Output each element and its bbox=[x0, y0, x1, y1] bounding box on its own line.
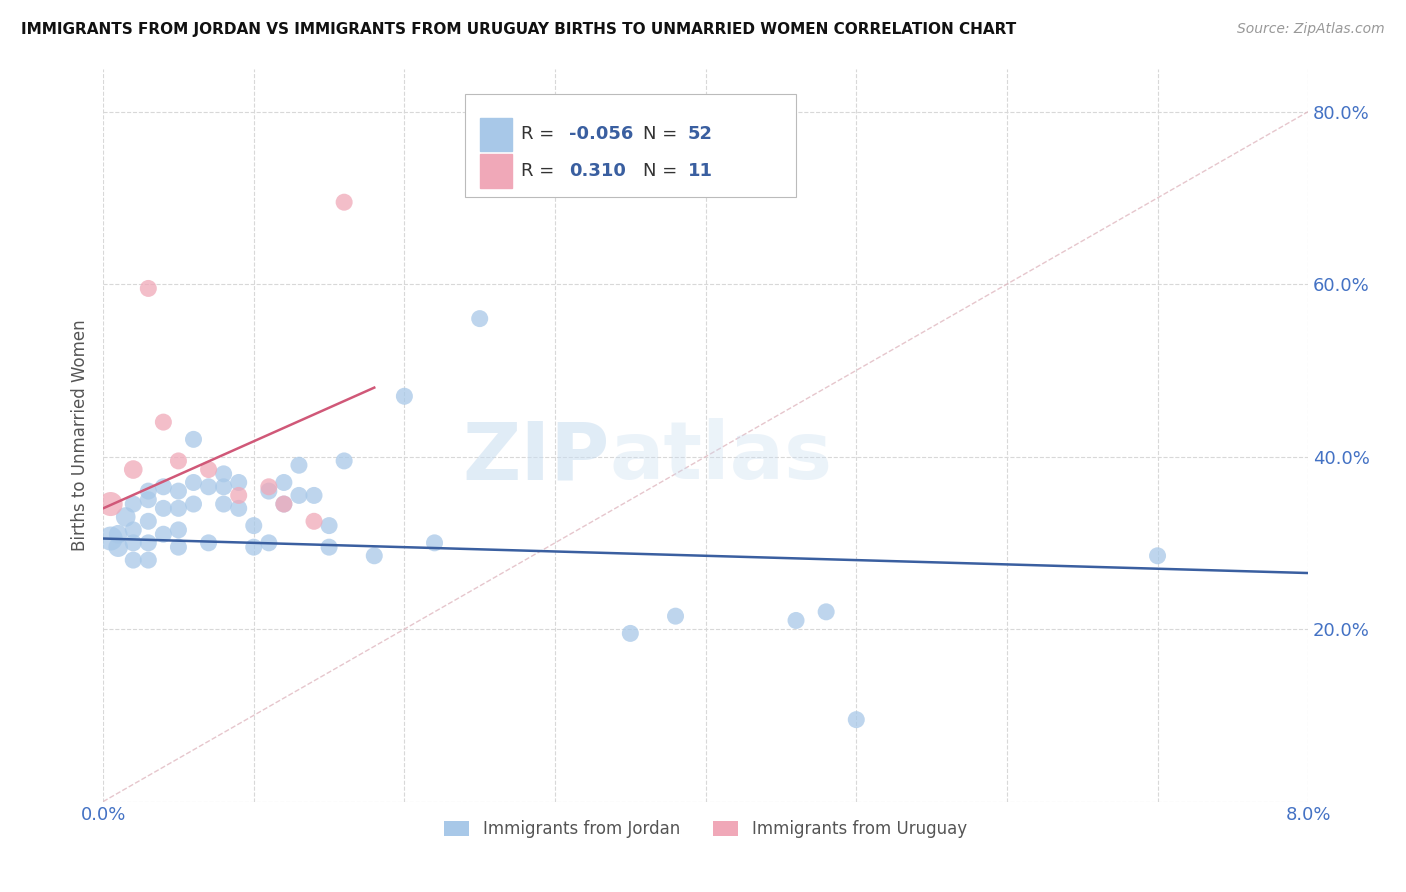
Point bbox=[212, 497, 235, 511]
Point bbox=[228, 501, 250, 516]
Point bbox=[183, 433, 205, 447]
Point bbox=[122, 523, 145, 537]
Point bbox=[212, 480, 235, 494]
Point bbox=[1146, 549, 1168, 563]
Point bbox=[114, 510, 136, 524]
Point bbox=[122, 497, 145, 511]
Point bbox=[815, 605, 838, 619]
Point bbox=[664, 609, 686, 624]
FancyBboxPatch shape bbox=[481, 154, 512, 188]
Point bbox=[257, 536, 280, 550]
Point bbox=[333, 454, 356, 468]
Point bbox=[100, 532, 122, 546]
Point bbox=[197, 536, 219, 550]
Point bbox=[136, 514, 159, 528]
Text: IMMIGRANTS FROM JORDAN VS IMMIGRANTS FROM URUGUAY BIRTHS TO UNMARRIED WOMEN CORR: IMMIGRANTS FROM JORDAN VS IMMIGRANTS FRO… bbox=[21, 22, 1017, 37]
Point bbox=[167, 454, 190, 468]
Point bbox=[257, 480, 280, 494]
Point bbox=[212, 467, 235, 481]
Point bbox=[228, 488, 250, 502]
Point bbox=[136, 492, 159, 507]
Point bbox=[318, 540, 340, 554]
Point bbox=[100, 497, 122, 511]
Point bbox=[468, 311, 491, 326]
Text: -0.056: -0.056 bbox=[569, 126, 634, 144]
Point bbox=[242, 540, 264, 554]
Text: R =: R = bbox=[522, 162, 567, 180]
Point bbox=[273, 475, 295, 490]
Y-axis label: Births to Unmarried Women: Births to Unmarried Women bbox=[72, 319, 89, 551]
Point bbox=[152, 501, 174, 516]
Point bbox=[302, 514, 325, 528]
Point bbox=[228, 475, 250, 490]
Point bbox=[197, 480, 219, 494]
FancyBboxPatch shape bbox=[464, 95, 796, 197]
Point bbox=[183, 497, 205, 511]
Point bbox=[152, 527, 174, 541]
Point bbox=[273, 497, 295, 511]
Legend: Immigrants from Jordan, Immigrants from Uruguay: Immigrants from Jordan, Immigrants from … bbox=[437, 814, 973, 845]
Point bbox=[394, 389, 416, 403]
Point bbox=[288, 488, 311, 502]
Text: R =: R = bbox=[522, 126, 560, 144]
Point bbox=[363, 549, 385, 563]
Text: N =: N = bbox=[643, 162, 683, 180]
Point bbox=[167, 501, 190, 516]
Point bbox=[122, 536, 145, 550]
Point bbox=[122, 553, 145, 567]
Point bbox=[845, 713, 868, 727]
Point bbox=[333, 195, 356, 210]
Text: atlas: atlas bbox=[609, 418, 832, 496]
Point bbox=[136, 553, 159, 567]
Point bbox=[152, 480, 174, 494]
Point bbox=[242, 518, 264, 533]
Text: 0.310: 0.310 bbox=[569, 162, 626, 180]
Point bbox=[167, 540, 190, 554]
Text: N =: N = bbox=[643, 126, 683, 144]
FancyBboxPatch shape bbox=[481, 118, 512, 152]
Text: 11: 11 bbox=[688, 162, 713, 180]
Point bbox=[197, 462, 219, 476]
Point bbox=[288, 458, 311, 473]
Point bbox=[318, 518, 340, 533]
Point bbox=[107, 527, 129, 541]
Text: Source: ZipAtlas.com: Source: ZipAtlas.com bbox=[1237, 22, 1385, 37]
Point bbox=[167, 523, 190, 537]
Point bbox=[167, 484, 190, 499]
Point bbox=[302, 488, 325, 502]
Point bbox=[136, 484, 159, 499]
Point bbox=[423, 536, 446, 550]
Point bbox=[122, 462, 145, 476]
Text: 52: 52 bbox=[688, 126, 713, 144]
Text: ZIP: ZIP bbox=[463, 418, 609, 496]
Point bbox=[107, 540, 129, 554]
Point bbox=[273, 497, 295, 511]
Point bbox=[152, 415, 174, 429]
Point bbox=[257, 484, 280, 499]
Point bbox=[785, 614, 807, 628]
Point bbox=[136, 536, 159, 550]
Point bbox=[136, 281, 159, 295]
Point bbox=[619, 626, 641, 640]
Point bbox=[183, 475, 205, 490]
